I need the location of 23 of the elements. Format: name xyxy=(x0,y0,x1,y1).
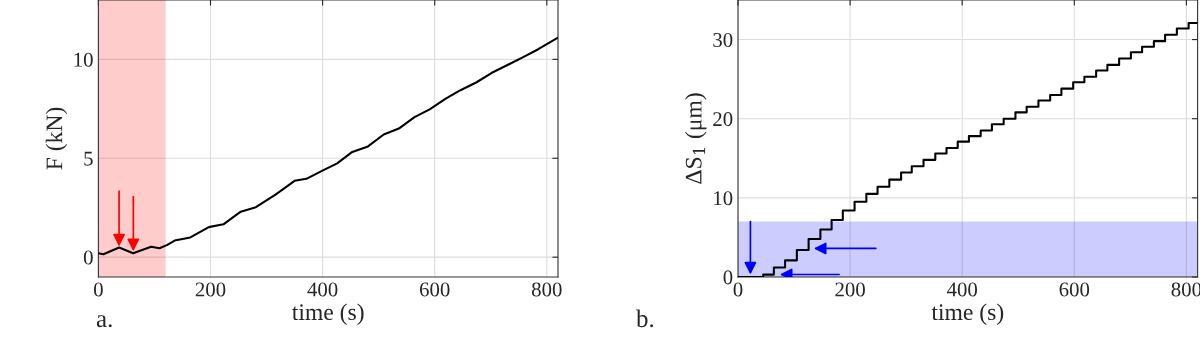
x-tick-label: 800 xyxy=(531,282,562,297)
y-tick-label: 30 xyxy=(713,32,733,47)
x-tick-label: 0 xyxy=(93,282,103,297)
y-tick-label: 10 xyxy=(74,52,93,67)
y-tick-label: 0 xyxy=(83,250,93,265)
text: a. xyxy=(96,315,112,328)
x-axis-title: time (s) xyxy=(931,303,1004,325)
x-tick-label: 600 xyxy=(1059,282,1090,297)
x-tick-label: 0 xyxy=(733,282,743,297)
y-axis-title: F (kN) xyxy=(45,107,68,170)
line-series xyxy=(98,36,558,256)
y-tick-label: 20 xyxy=(713,112,733,127)
x-tick-label: 200 xyxy=(835,282,865,297)
x-axis-title: time (s) xyxy=(292,303,364,325)
y-tick-label: 10 xyxy=(714,191,733,206)
y-tick-label: 5 xyxy=(84,151,93,166)
x-tick-label: 200 xyxy=(195,282,226,297)
x-tick-label: 400 xyxy=(307,282,338,297)
y-tick-label: 0 xyxy=(723,270,733,285)
text: b. xyxy=(636,309,654,328)
y-axis-title: ΔS$_{1}$ (μm) xyxy=(685,93,707,184)
x-tick-label: 400 xyxy=(946,282,978,297)
x-tick-label: 600 xyxy=(419,282,450,297)
